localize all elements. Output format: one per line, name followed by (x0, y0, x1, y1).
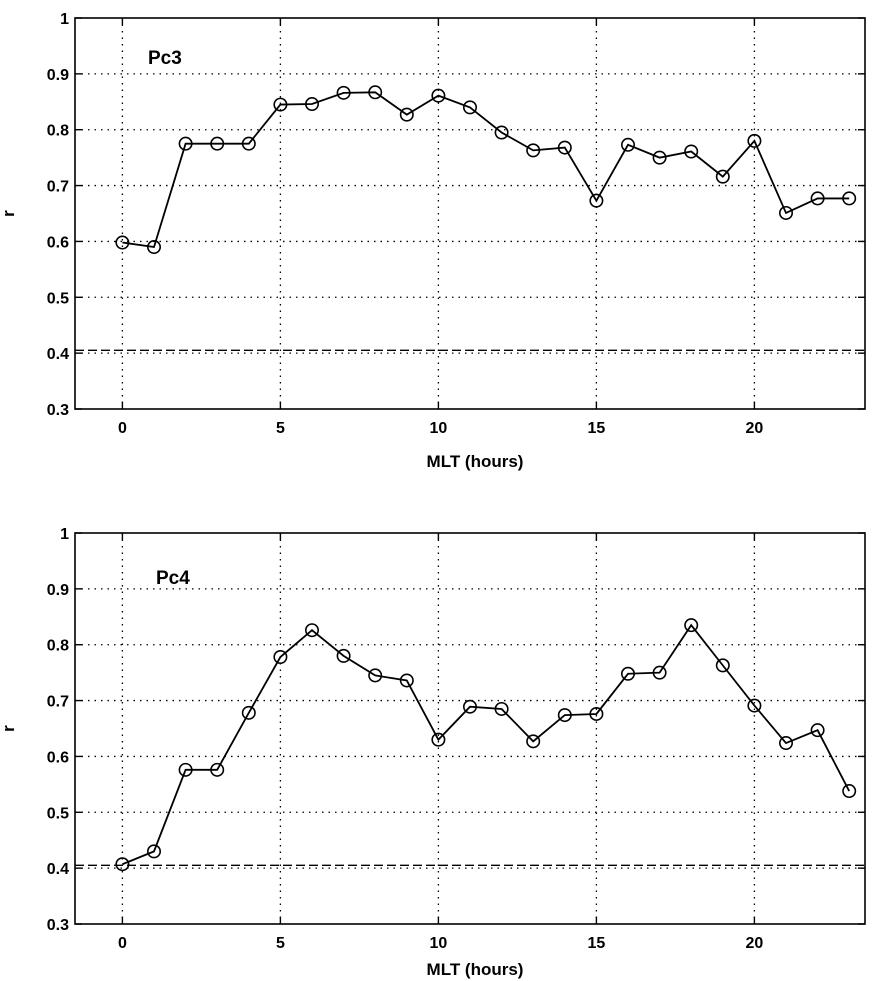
data-point (494, 125, 509, 140)
x-tick-label: 0 (118, 935, 127, 952)
x-tick-label: 20 (746, 935, 764, 952)
data-point (241, 705, 256, 720)
data-point (462, 100, 477, 115)
data-point (747, 133, 762, 148)
x-tick-label: 10 (430, 935, 448, 952)
y-tick-label: 1 (60, 526, 69, 543)
data-point (494, 701, 509, 716)
data-point (810, 723, 825, 738)
data-point (747, 698, 762, 713)
y-tick-label: 0.6 (47, 234, 69, 251)
y-tick-label: 0.5 (47, 805, 69, 822)
data-point (147, 844, 162, 859)
y-tick-label: 0.9 (47, 67, 69, 84)
data-point (810, 191, 825, 206)
data-point (652, 665, 667, 680)
y-tick-label: 0.8 (47, 638, 69, 655)
panel-pc3: 0 5 10 15 20 0.3 0.4 0.5 0.6 0.7 0.8 0.9 1 MLT (hours… (0, 11, 866, 471)
data-point (115, 857, 130, 872)
data-point (210, 762, 225, 777)
data-point (589, 193, 604, 208)
y-tick-label: 0.7 (47, 694, 69, 711)
x-tick-label: 20 (746, 420, 764, 437)
data-point (778, 205, 793, 220)
data-point (842, 784, 857, 799)
data-point (304, 97, 319, 112)
x-tick-label: 0 (118, 420, 127, 437)
data-point (336, 648, 351, 663)
x-tick-label: 15 (588, 420, 606, 437)
data-point (652, 150, 667, 165)
plot-area (75, 533, 865, 924)
panel-label: Pc3 (148, 48, 182, 69)
data-point (178, 136, 193, 151)
panel-pc4: 0 5 10 15 20 0.3 0.4 0.5 0.6 0.7 0.8 0.9 1 MLT (hours… (0, 526, 866, 979)
series-line (122, 91, 850, 249)
series-line (122, 623, 850, 866)
data-point (368, 668, 383, 683)
data-point (684, 618, 699, 633)
data-point (399, 673, 414, 688)
x-axis-label: MLT (hours) (427, 452, 524, 471)
data-point (178, 762, 193, 777)
plot-area (75, 18, 865, 409)
panel-label: Pc4 (156, 568, 190, 589)
data-point (304, 623, 319, 638)
data-point (589, 706, 604, 721)
x-tick-label: 10 (430, 420, 448, 437)
data-point (778, 736, 793, 751)
data-point (147, 240, 162, 255)
data-point (399, 107, 414, 122)
data-point (210, 136, 225, 151)
y-axis-label: r (0, 210, 18, 217)
data-point (526, 143, 541, 158)
data-point (431, 88, 446, 103)
data-point (715, 658, 730, 673)
data-point (273, 650, 288, 665)
y-axis-label: r (0, 725, 18, 732)
data-point (842, 191, 857, 206)
y-tick-label: 0.3 (47, 917, 69, 934)
x-tick-label: 5 (276, 935, 285, 952)
y-tick-label: 0.6 (47, 749, 69, 766)
y-tick-label: 0.3 (47, 402, 69, 419)
data-point (684, 144, 699, 159)
data-point (336, 85, 351, 100)
y-tick-label: 0.5 (47, 290, 69, 307)
axes-frame (74, 532, 866, 925)
y-tick-label: 0.7 (47, 179, 69, 196)
y-tick-label: 0.4 (47, 861, 69, 878)
data-point (715, 169, 730, 184)
data-point (462, 699, 477, 714)
data-point (557, 140, 572, 155)
data-point (115, 235, 130, 250)
y-tick-label: 0.8 (47, 123, 69, 140)
data-point (620, 666, 635, 681)
data-point (368, 85, 383, 100)
data-point (431, 732, 446, 747)
y-tick-label: 1 (60, 11, 69, 28)
data-point (273, 97, 288, 112)
axes-frame (74, 17, 866, 410)
x-tick-label: 5 (276, 420, 285, 437)
x-tick-label: 15 (588, 935, 606, 952)
data-point (620, 137, 635, 152)
y-tick-label: 0.4 (47, 346, 69, 363)
data-point (526, 734, 541, 749)
data-point (241, 136, 256, 151)
y-tick-label: 0.9 (47, 582, 69, 599)
data-point (557, 708, 572, 723)
x-axis-label: MLT (hours) (427, 960, 524, 979)
